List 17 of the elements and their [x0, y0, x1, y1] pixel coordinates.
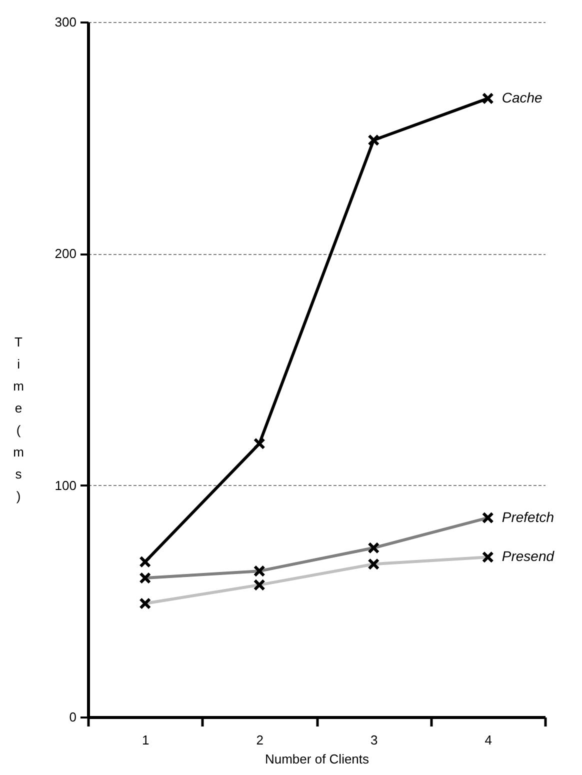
- y-tick-label: 300: [54, 14, 76, 30]
- x-tick-label: 4: [484, 732, 492, 748]
- y-axis-title: Time (ms): [13, 334, 24, 504]
- point: [368, 134, 380, 146]
- y-tick-label: 100: [54, 478, 76, 493]
- point: [139, 556, 152, 568]
- series-label: Cache: [502, 89, 543, 106]
- series-label: Presend: [502, 548, 556, 564]
- point: [253, 438, 266, 450]
- series-label: Prefetch: [502, 508, 554, 525]
- point: [482, 92, 494, 104]
- x-tick-label: 1: [142, 732, 150, 748]
- y-tick-label: 0: [69, 710, 76, 724]
- x-axis-title: Number of Clients: [264, 752, 370, 766]
- y-tick-label: 200: [54, 246, 76, 262]
- x-tick-label: 3: [370, 732, 378, 748]
- x-tick-label: 2: [256, 732, 264, 748]
